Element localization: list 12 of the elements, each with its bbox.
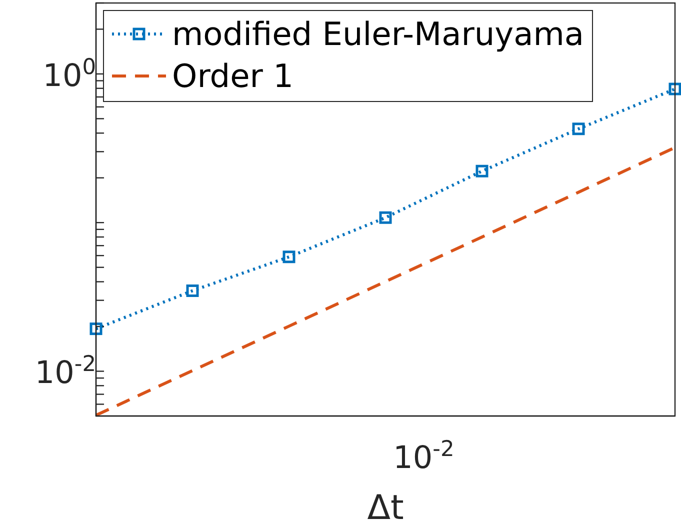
text: 10$^{-2}$ bbox=[393, 436, 454, 476]
point bbox=[282, 250, 296, 264]
point bbox=[90, 322, 102, 336]
point bbox=[572, 122, 585, 136]
legend-label: modified Euler-Maruyama bbox=[172, 14, 584, 55]
point bbox=[476, 164, 488, 178]
point bbox=[379, 211, 392, 224]
point bbox=[668, 82, 681, 96]
legend-label: Order 1 bbox=[172, 56, 294, 97]
x-axis-title: Δt bbox=[367, 488, 404, 527]
y-tick-label: 10$^{0}$ bbox=[42, 54, 96, 94]
point bbox=[186, 284, 199, 297]
